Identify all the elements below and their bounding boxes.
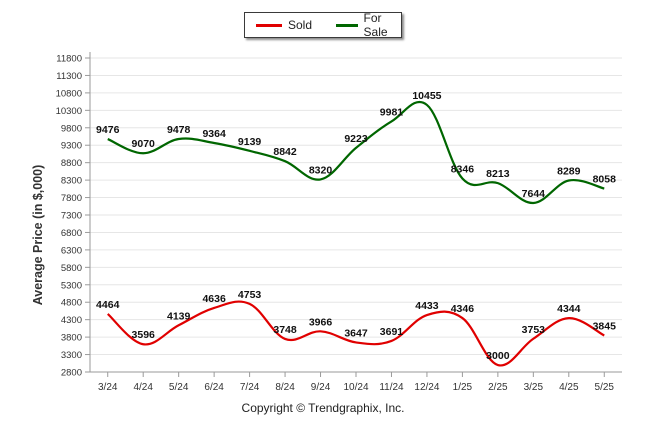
y-tick-label: 7300 xyxy=(61,211,82,222)
y-axis-label: Average Price (in $,000) xyxy=(31,165,45,306)
series-line-for-sale xyxy=(107,100,605,205)
data-label-for-sale: 8213 xyxy=(486,168,510,180)
data-label-for-sale: 9981 xyxy=(380,106,404,118)
data-label-for-sale: 9223 xyxy=(344,133,368,145)
y-tick-label: 10800 xyxy=(56,88,82,99)
data-label-for-sale: 8289 xyxy=(557,165,581,177)
data-label-sold: 3000 xyxy=(486,350,510,362)
data-label-sold: 3691 xyxy=(380,326,404,338)
y-tick-label: 7800 xyxy=(61,193,82,204)
data-label-for-sale: 9070 xyxy=(132,138,156,150)
x-tick-label: 5/24 xyxy=(169,382,189,393)
y-tick-label: 9300 xyxy=(61,141,82,152)
x-tick-label: 2/25 xyxy=(488,382,508,393)
x-tick-label: 12/24 xyxy=(414,382,439,393)
data-label-sold: 4753 xyxy=(238,289,262,301)
y-tick-label: 8300 xyxy=(61,176,82,187)
x-tick-label: 7/24 xyxy=(240,382,260,393)
data-label-sold: 4344 xyxy=(557,303,581,315)
data-label-for-sale: 9139 xyxy=(238,136,262,148)
data-label-sold: 4636 xyxy=(202,293,226,305)
y-tick-label: 3800 xyxy=(61,333,82,344)
y-tick-label: 8800 xyxy=(61,158,82,169)
data-label-sold: 3845 xyxy=(593,321,617,333)
x-tick-label: 8/24 xyxy=(275,382,295,393)
data-label-for-sale: 8320 xyxy=(309,164,333,176)
data-label-sold: 3753 xyxy=(522,324,546,336)
copyright-footer: Copyright © Trendgraphix, Inc. xyxy=(241,401,405,415)
y-tick-label: 4800 xyxy=(61,298,82,309)
legend: Sold For Sale xyxy=(244,11,402,39)
y-tick-label: 6800 xyxy=(61,228,82,239)
y-tick-label: 11800 xyxy=(56,54,82,65)
y-tick-label: 3300 xyxy=(61,350,82,361)
data-label-sold: 4433 xyxy=(415,300,439,312)
data-label-for-sale: 8058 xyxy=(593,174,617,186)
data-label-for-sale: 9478 xyxy=(167,124,191,136)
x-tick-label: 9/24 xyxy=(311,382,331,393)
x-tick-label: 3/24 xyxy=(98,382,118,393)
y-tick-label: 4300 xyxy=(61,315,82,326)
legend-swatch-sold xyxy=(256,23,282,27)
data-label-sold: 3647 xyxy=(344,327,368,339)
data-label-for-sale: 7644 xyxy=(522,188,546,200)
x-tick-label: 1/25 xyxy=(453,382,473,393)
data-label-for-sale: 10455 xyxy=(412,90,441,102)
y-tick-label: 5300 xyxy=(61,280,82,291)
legend-item-for-sale[interactable]: For Sale xyxy=(336,11,401,39)
legend-label-for-sale: For Sale xyxy=(363,11,388,39)
y-tick-label: 2800 xyxy=(61,368,82,379)
y-tick-label: 11300 xyxy=(56,71,82,82)
data-label-sold: 4346 xyxy=(451,303,475,315)
x-tick-label: 3/25 xyxy=(524,382,544,393)
series-line-sold xyxy=(106,300,605,367)
data-label-sold: 4139 xyxy=(167,310,191,322)
data-label-for-sale: 9364 xyxy=(202,128,226,140)
legend-item-sold[interactable]: Sold xyxy=(256,18,312,32)
y-tick-label: 6300 xyxy=(61,245,82,256)
data-label-sold: 3966 xyxy=(309,316,333,328)
x-tick-label: 6/24 xyxy=(204,382,224,393)
data-label-sold: 4464 xyxy=(96,299,120,311)
data-label-sold: 3596 xyxy=(132,329,156,341)
x-tick-label: 10/24 xyxy=(343,382,368,393)
data-label-for-sale: 8346 xyxy=(451,164,475,176)
x-tick-label: 11/24 xyxy=(379,382,404,393)
data-label-for-sale: 8842 xyxy=(273,146,297,158)
legend-swatch-for-sale xyxy=(336,23,358,27)
data-label-sold: 3748 xyxy=(273,324,297,336)
x-tick-label: 5/25 xyxy=(595,382,615,393)
x-tick-label: 4/24 xyxy=(133,382,153,393)
y-tick-label: 9800 xyxy=(61,123,82,134)
data-label-for-sale: 9476 xyxy=(96,124,120,136)
legend-label-sold: Sold xyxy=(288,18,313,32)
x-tick-label: 4/25 xyxy=(559,382,579,393)
y-tick-label: 10300 xyxy=(56,106,82,117)
y-tick-label: 5800 xyxy=(61,263,82,274)
